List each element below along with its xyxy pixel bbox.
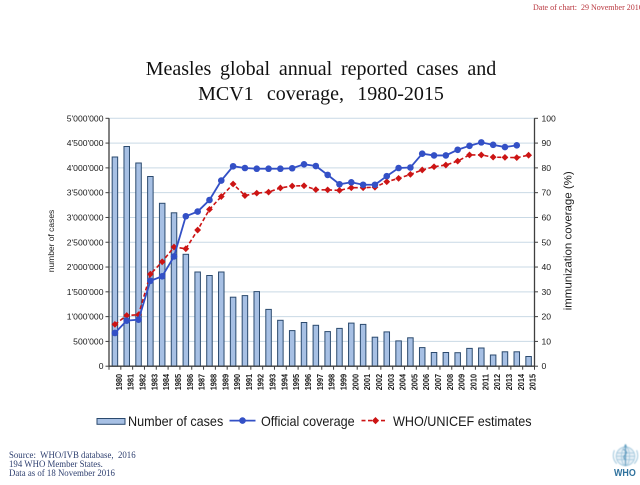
svg-text:1991: 1991 bbox=[244, 374, 254, 391]
svg-text:1997: 1997 bbox=[315, 374, 325, 391]
svg-text:40: 40 bbox=[542, 262, 552, 272]
svg-text:1988: 1988 bbox=[208, 374, 218, 391]
svg-text:500'000: 500'000 bbox=[73, 336, 104, 346]
svg-text:4'000'000: 4'000'000 bbox=[67, 163, 104, 173]
svg-text:1982: 1982 bbox=[138, 374, 148, 391]
svg-text:20: 20 bbox=[542, 312, 552, 322]
svg-text:1983: 1983 bbox=[149, 374, 159, 391]
svg-text:number of cases: number of cases bbox=[46, 210, 56, 273]
svg-text:2014: 2014 bbox=[516, 374, 526, 391]
svg-text:2007: 2007 bbox=[433, 374, 443, 391]
svg-text:2'500'000: 2'500'000 bbox=[67, 237, 104, 247]
svg-text:2003: 2003 bbox=[386, 374, 396, 391]
svg-text:2005: 2005 bbox=[409, 374, 419, 391]
svg-text:1987: 1987 bbox=[197, 374, 207, 391]
svg-text:1990: 1990 bbox=[232, 374, 242, 391]
svg-text:immunization coverage (%): immunization coverage (%) bbox=[563, 171, 575, 310]
svg-text:2001: 2001 bbox=[362, 374, 372, 391]
svg-text:2004: 2004 bbox=[398, 374, 408, 391]
svg-text:70: 70 bbox=[542, 188, 552, 198]
svg-text:1995: 1995 bbox=[291, 374, 301, 391]
svg-text:60: 60 bbox=[542, 212, 552, 222]
svg-text:2010: 2010 bbox=[468, 374, 478, 391]
svg-text:1999: 1999 bbox=[338, 374, 348, 391]
svg-text:3'000'000: 3'000'000 bbox=[67, 212, 104, 222]
svg-text:2006: 2006 bbox=[421, 374, 431, 391]
svg-text:2002: 2002 bbox=[374, 374, 384, 391]
svg-text:2015: 2015 bbox=[528, 374, 538, 391]
svg-text:2000: 2000 bbox=[350, 374, 360, 391]
svg-text:1993: 1993 bbox=[268, 374, 278, 391]
svg-text:0: 0 bbox=[542, 361, 547, 371]
svg-text:1989: 1989 bbox=[220, 374, 230, 391]
svg-text:2'000'000: 2'000'000 bbox=[67, 262, 104, 272]
svg-text:3'500'000: 3'500'000 bbox=[67, 188, 104, 198]
svg-text:100: 100 bbox=[542, 113, 557, 123]
svg-text:2009: 2009 bbox=[457, 374, 467, 391]
svg-text:2013: 2013 bbox=[504, 374, 514, 391]
svg-text:1996: 1996 bbox=[303, 374, 313, 391]
svg-text:1'000'000: 1'000'000 bbox=[67, 312, 104, 322]
svg-text:80: 80 bbox=[542, 163, 552, 173]
svg-text:10: 10 bbox=[542, 336, 552, 346]
svg-text:50: 50 bbox=[542, 237, 552, 247]
svg-text:4'500'000: 4'500'000 bbox=[67, 138, 104, 148]
svg-text:90: 90 bbox=[542, 138, 552, 148]
svg-text:0: 0 bbox=[99, 361, 104, 371]
svg-text:2011: 2011 bbox=[480, 374, 490, 391]
svg-text:WHO: WHO bbox=[614, 467, 636, 479]
svg-text:1998: 1998 bbox=[327, 374, 337, 391]
svg-text:5'000'000: 5'000'000 bbox=[67, 113, 104, 123]
svg-text:1992: 1992 bbox=[256, 374, 266, 391]
svg-text:1984: 1984 bbox=[161, 374, 171, 391]
svg-text:2012: 2012 bbox=[492, 374, 502, 391]
svg-text:1'500'000: 1'500'000 bbox=[67, 287, 104, 297]
svg-text:1994: 1994 bbox=[279, 374, 289, 391]
svg-text:2008: 2008 bbox=[445, 374, 455, 391]
svg-text:1981: 1981 bbox=[126, 374, 136, 391]
svg-text:30: 30 bbox=[542, 287, 552, 297]
svg-text:1986: 1986 bbox=[185, 374, 195, 391]
svg-text:1985: 1985 bbox=[173, 374, 183, 391]
svg-text:1980: 1980 bbox=[114, 374, 124, 391]
